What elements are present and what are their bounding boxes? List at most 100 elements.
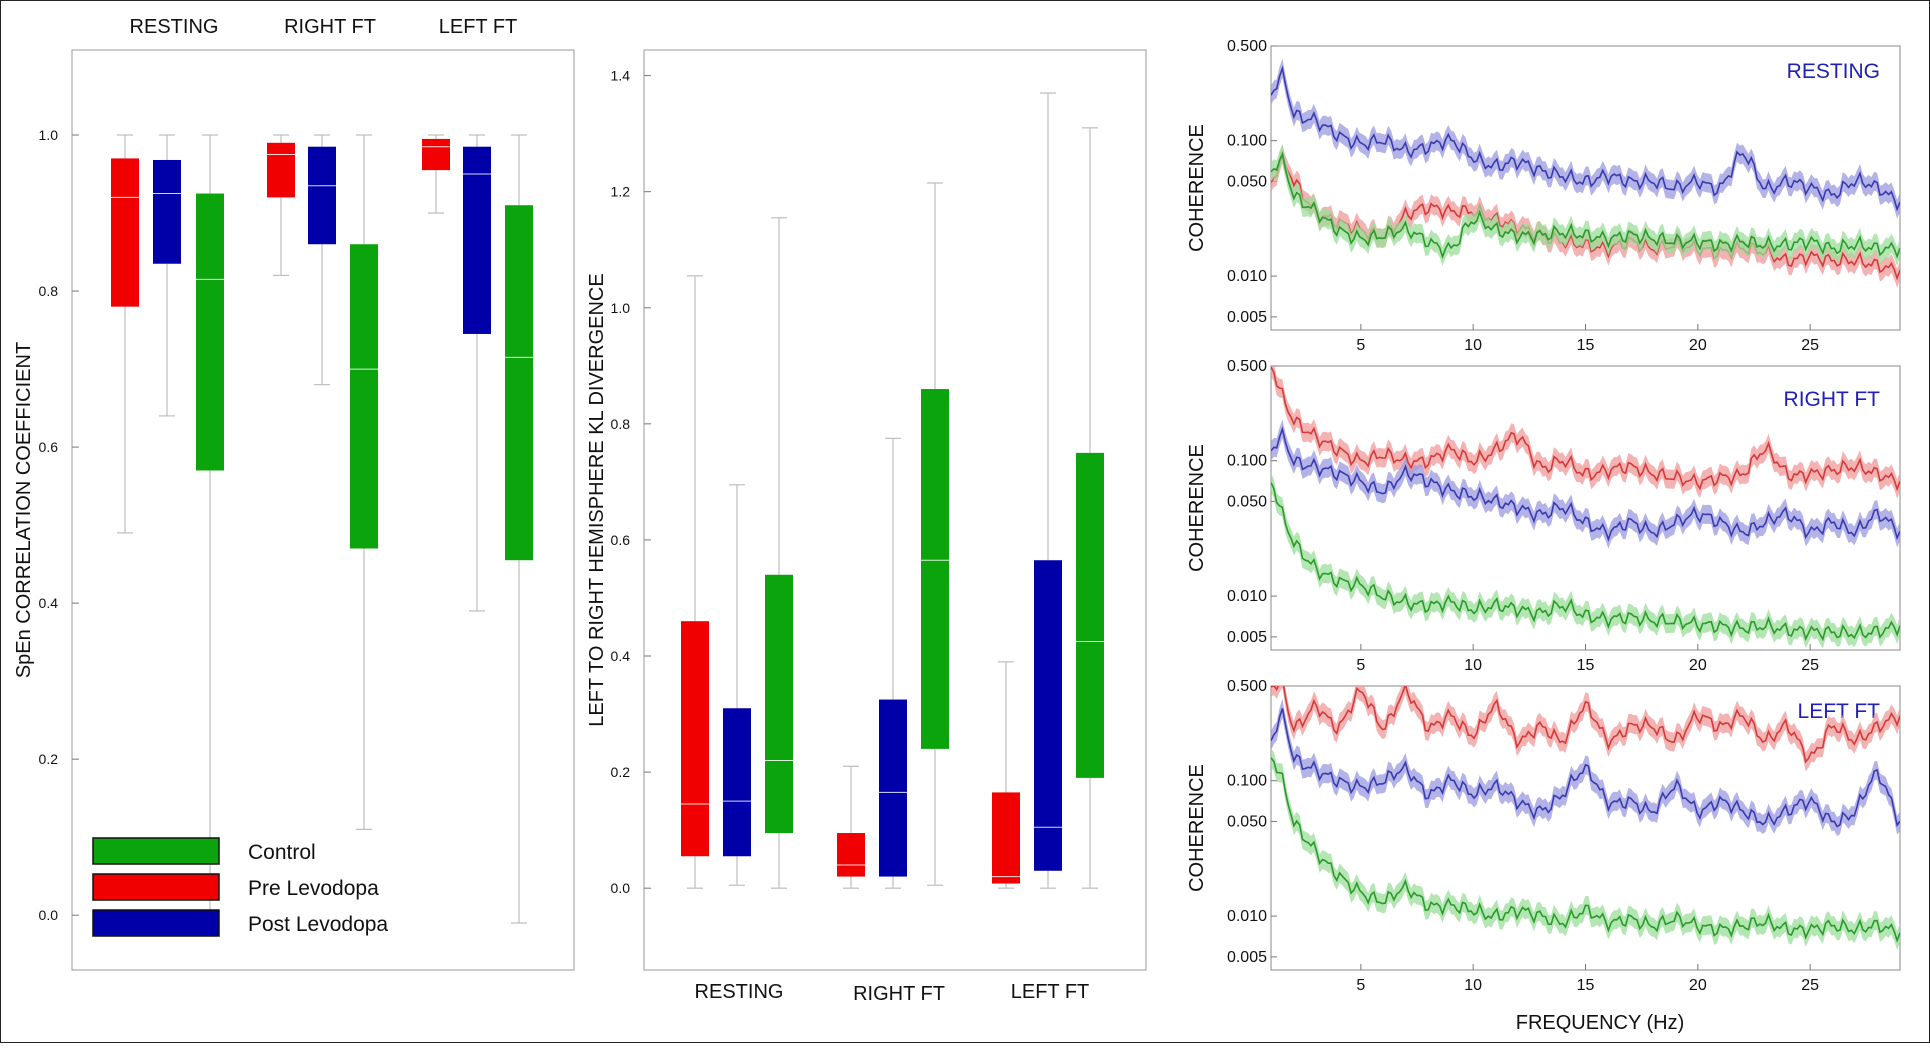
coherence-line-post bbox=[1271, 65, 1900, 212]
kl-group-label-left-ft: LEFT FT bbox=[1011, 981, 1090, 1003]
spen-boxplot-panel: SpEn CORRELATION COEFFICIENT RESTING RIG… bbox=[13, 16, 575, 971]
y-tick-label: 0.050 bbox=[1227, 173, 1267, 190]
y-tick-label: 0.100 bbox=[1227, 133, 1267, 150]
y-tick-label: 0.050 bbox=[1227, 493, 1267, 510]
box-body bbox=[196, 193, 224, 471]
legend-label-control: Control bbox=[248, 841, 316, 864]
coherence-y-axis-label: COHERENCE bbox=[1186, 124, 1208, 252]
spen-group-label-left-ft: LEFT FT bbox=[439, 16, 518, 38]
spen-group-label-resting: RESTING bbox=[130, 16, 219, 38]
box-pre-right-ft bbox=[267, 134, 295, 277]
coherence-panel-title: RIGHT FT bbox=[1784, 388, 1881, 411]
y-tick-label: 0.2 bbox=[611, 764, 631, 780]
box-body bbox=[350, 244, 378, 549]
box-control-resting bbox=[196, 134, 224, 916]
y-tick-label: 0.100 bbox=[1227, 773, 1267, 790]
y-tick-label: 0.500 bbox=[1227, 678, 1267, 695]
y-tick-label: 0.500 bbox=[1227, 38, 1267, 55]
y-tick-label: 0.4 bbox=[611, 648, 631, 664]
confidence-band-control bbox=[1271, 473, 1900, 649]
spen-y-ticks: 0.0 0.2 0.4 0.6 0.8 1.0 bbox=[39, 127, 79, 923]
box-pre-right-ft bbox=[837, 765, 865, 889]
kl-group-label-resting: RESTING bbox=[695, 981, 784, 1003]
box-body bbox=[723, 708, 751, 857]
box-post-right-ft bbox=[879, 437, 907, 889]
legend-label-pre: Pre Levodopa bbox=[248, 877, 379, 900]
x-tick-label: 15 bbox=[1577, 657, 1595, 674]
y-tick-label: 0.010 bbox=[1227, 268, 1267, 285]
box-body bbox=[992, 792, 1020, 884]
x-tick-label: 5 bbox=[1356, 337, 1365, 354]
box-control-left-ft bbox=[1076, 127, 1104, 889]
box-post-right-ft bbox=[308, 134, 336, 386]
x-tick-label: 10 bbox=[1464, 657, 1482, 674]
spen-plot-frame bbox=[71, 49, 575, 971]
coherence-line-post bbox=[1271, 426, 1900, 542]
coherence-panel-title: RESTING bbox=[1787, 60, 1880, 83]
box-control-resting bbox=[765, 217, 793, 889]
x-tick-label: 20 bbox=[1689, 337, 1707, 354]
y-tick-label: 0.005 bbox=[1227, 309, 1267, 326]
x-tick-label: 15 bbox=[1577, 337, 1595, 354]
y-tick-label: 0.4 bbox=[39, 595, 59, 611]
box-post-left-ft bbox=[1034, 92, 1062, 889]
box-control-left-ft bbox=[505, 134, 533, 924]
y-tick-label: 0.6 bbox=[611, 532, 631, 548]
confidence-band-post bbox=[1271, 419, 1900, 549]
x-tick-label: 10 bbox=[1464, 337, 1482, 354]
legend-swatch-pre bbox=[92, 873, 220, 901]
kl-group-label-right-ft: RIGHT FT bbox=[853, 983, 945, 1005]
y-tick-label: 0.2 bbox=[39, 751, 59, 767]
coherence-line-control bbox=[1271, 151, 1900, 260]
spen-y-axis-label: SpEn CORRELATION COEFFICIENT bbox=[13, 342, 35, 678]
box-body bbox=[765, 574, 793, 834]
x-tick-label: 20 bbox=[1689, 977, 1707, 994]
confidence-band-post bbox=[1271, 698, 1900, 836]
y-tick-label: 0.500 bbox=[1227, 358, 1267, 375]
x-tick-label: 10 bbox=[1464, 977, 1482, 994]
y-tick-label: 0.0 bbox=[611, 880, 631, 896]
coherence-resting-panel: 0.500 0.100 0.050 0.010 0.005 5 10 15 20 25 COHERE… bbox=[1186, 38, 1901, 354]
y-tick-label: 0.005 bbox=[1227, 629, 1267, 646]
y-tick-label: 1.0 bbox=[39, 127, 59, 143]
spen-boxes bbox=[111, 134, 533, 924]
legend-swatch-post bbox=[92, 909, 220, 937]
box-body bbox=[422, 138, 450, 171]
coherence-line-control bbox=[1271, 757, 1900, 943]
coherence-y-axis-label: COHERENCE bbox=[1186, 764, 1208, 892]
box-pre-resting bbox=[111, 134, 139, 534]
coherence-series-group bbox=[1271, 366, 1900, 649]
coherence-x-axis-label: FREQUENCY (Hz) bbox=[1516, 1012, 1685, 1034]
coherence-panel-title: LEFT FT bbox=[1798, 700, 1881, 723]
box-post-left-ft bbox=[463, 134, 491, 612]
y-tick-label: 0.005 bbox=[1227, 949, 1267, 966]
confidence-band-post bbox=[1271, 58, 1900, 219]
box-body bbox=[1076, 452, 1104, 778]
legend-label-post: Post Levodopa bbox=[248, 913, 388, 936]
coherence-right-ft-panel: 0.500 0.100 0.050 0.010 0.005 5 10 15 20 25 COHERE… bbox=[1186, 358, 1901, 674]
box-post-resting bbox=[153, 134, 181, 417]
coherence-line-pre bbox=[1271, 366, 1900, 492]
box-body bbox=[505, 205, 533, 561]
box-control-right-ft bbox=[921, 182, 949, 886]
box-body bbox=[1034, 560, 1062, 871]
spen-group-label-right-ft: RIGHT FT bbox=[284, 16, 376, 38]
y-tick-label: 1.0 bbox=[611, 300, 631, 316]
confidence-band-pre bbox=[1271, 144, 1900, 288]
legend-swatch-control bbox=[92, 837, 220, 865]
x-tick-label: 25 bbox=[1801, 337, 1819, 354]
y-tick-label: 1.2 bbox=[611, 184, 631, 200]
y-tick-label: 0.010 bbox=[1227, 908, 1267, 925]
box-pre-left-ft bbox=[992, 661, 1020, 889]
coherence-y-axis-label: COHERENCE bbox=[1186, 444, 1208, 572]
kl-plot-frame bbox=[643, 49, 1147, 971]
confidence-band-pre bbox=[1271, 686, 1900, 772]
legend: Control Pre Levodopa Post Levodopa bbox=[92, 837, 388, 937]
box-body bbox=[267, 142, 295, 198]
y-tick-label: 0.0 bbox=[39, 907, 59, 923]
y-tick-label: 0.8 bbox=[611, 416, 631, 432]
box-pre-left-ft bbox=[422, 134, 450, 214]
kl-boxplot-panel: LEFT TO RIGHT HEMISPHERE KL DIVERGENCE R… bbox=[586, 49, 1147, 1005]
y-tick-label: 0.8 bbox=[39, 283, 59, 299]
